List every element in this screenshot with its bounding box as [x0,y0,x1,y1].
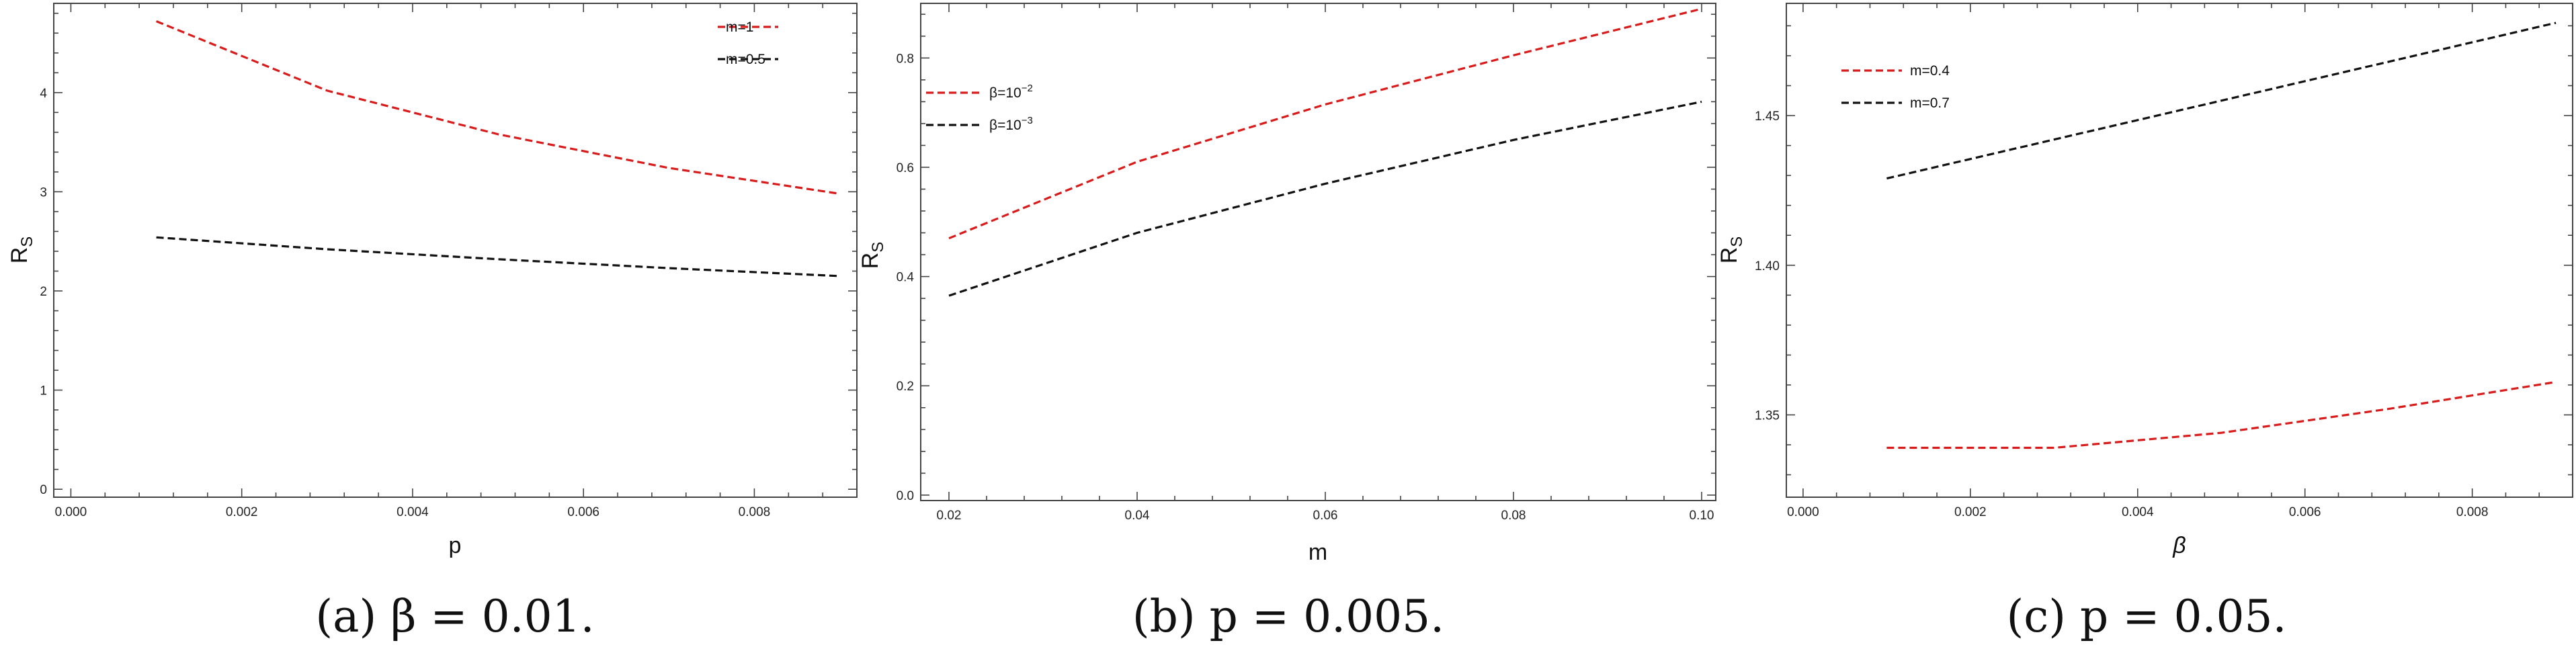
legend-label: m=0.4 [1910,63,1950,79]
series-line [1886,22,2557,180]
x-tick-label: 0.002 [1954,505,1987,519]
y-axis-label-a: RS [7,236,36,264]
y-axis-label-c: RS [1716,236,1746,264]
series-line [948,100,1702,297]
caption-a: (a) β = 0.01. [315,591,594,642]
lines-a [155,20,840,277]
series-line [156,236,840,277]
x-tick-label: 0.08 [1501,509,1526,523]
lines-c [1886,22,2557,449]
x-tick-label: 0.008 [739,505,771,519]
x-axis-label-c: β [2172,533,2186,558]
legend-b: β=10−2 β=10−3 [926,83,1033,133]
panel-b: 0.02 0.04 0.06 0.08 0.10 0.0 0.2 0.4 0.6 0.8 β=10… [858,3,1716,642]
legend-c: m=0.4 m=0.7 [1841,63,1950,111]
y-axis-label-b: RS [858,242,887,269]
series-line [155,20,840,195]
caption-b: (b) p = 0.005. [1132,591,1444,642]
x-tick-label: 0.004 [2122,505,2154,519]
lines-b [948,7,1702,297]
x-tick-label: 0.02 [937,509,962,523]
x-tick-label: 0.04 [1125,509,1150,523]
plot-frame-a [53,3,858,498]
x-tick-label: 0.000 [55,505,87,519]
x-axis-label-a: p [449,533,462,558]
legend-label: β=10−3 [989,115,1033,133]
y-tick-label: 1.40 [1755,259,1780,273]
y-tick-label: 0.0 [897,489,914,503]
ticks-c: 0.000 0.002 0.004 0.006 0.008 1.35 1.40 1.45 [1755,3,2573,519]
y-tick-label: 1.45 [1755,110,1780,124]
caption-c: (c) p = 0.05. [2007,591,2287,642]
y-tick-label: 3 [40,185,47,200]
legend-label: m=1 [726,19,753,35]
series-line [1886,380,2557,449]
y-tick-label: 0.2 [897,380,914,394]
legend-label: m=0.5 [726,52,765,67]
ticks-a: 0.000 0.002 0.004 0.006 0.008 0 1 2 3 4 [40,3,858,519]
x-axis-label-b: m [1308,540,1327,565]
y-tick-label: 4 [40,87,47,101]
x-tick-label: 0.000 [1787,505,1819,519]
x-tick-label: 0.004 [397,505,429,519]
ticks-b: 0.02 0.04 0.06 0.08 0.10 0.0 0.2 0.4 0.6 0.8 [897,3,1716,523]
y-tick-label: 0.4 [897,271,915,285]
legend-label: β=10−2 [989,83,1033,101]
y-tick-label: 1 [40,384,47,398]
x-tick-label: 0.006 [567,505,599,519]
x-tick-label: 0.006 [2289,505,2321,519]
series-line [948,7,1702,240]
y-tick-label: 0.8 [897,52,914,66]
x-tick-label: 0.06 [1313,509,1338,523]
legend-label: m=0.7 [1910,95,1950,111]
legend-a: m=1 m=0.5 [718,19,778,67]
x-tick-label: 0.008 [2456,505,2489,519]
y-tick-label: 0 [40,483,47,497]
y-tick-label: 2 [40,285,47,299]
y-tick-label: 0.6 [897,161,914,175]
y-tick-label: 1.35 [1755,409,1780,423]
panel-c: 0.000 0.002 0.004 0.006 0.008 1.35 1.40 1.45 m=… [1716,3,2573,642]
plot-frame-b [920,3,1716,501]
plot-frame-c [1786,3,2573,498]
x-tick-label: 0.002 [226,505,258,519]
x-tick-label: 0.10 [1690,509,1714,523]
